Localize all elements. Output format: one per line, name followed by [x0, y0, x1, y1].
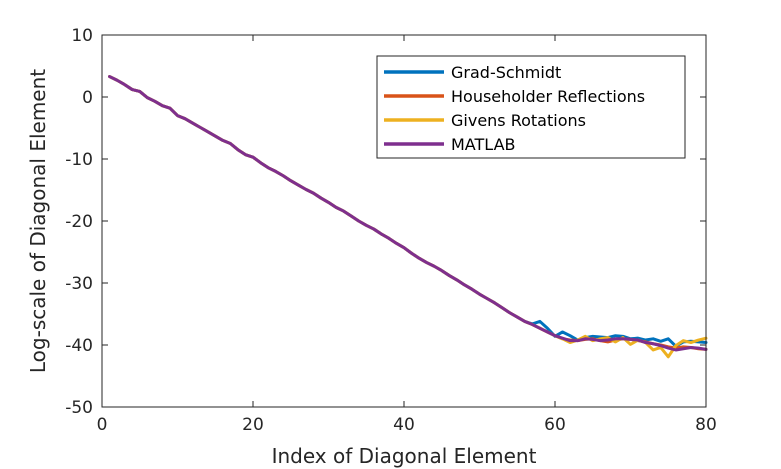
x-tick-label: 20 [242, 415, 264, 435]
x-tick-label: 80 [695, 415, 717, 435]
y-tick-label: 0 [82, 88, 93, 108]
y-tick-label: -50 [65, 398, 93, 418]
legend-label: Givens Rotations [451, 111, 586, 130]
legend: Grad-Schmidt Householder Reflections Given… [376, 55, 686, 159]
y-tick-label: -20 [65, 212, 93, 232]
x-axis-label: Index of Diagonal Element [272, 444, 537, 468]
legend-label: Grad-Schmidt [451, 63, 561, 82]
y-tick-label: -40 [65, 336, 93, 356]
legend-label: Householder Reflections [451, 87, 645, 106]
x-tick-label: 60 [544, 415, 566, 435]
y-tick-label: -10 [65, 150, 93, 170]
y-tick-label: 10 [71, 26, 93, 46]
legend-label: MATLAB [451, 135, 515, 154]
y-axis-label: Log-scale of Diagonal Element [26, 69, 50, 373]
x-tick-label: 0 [97, 415, 108, 435]
x-tick-label: 40 [393, 415, 415, 435]
y-tick-label: -30 [65, 274, 93, 294]
series-layer [108, 75, 708, 359]
series-line-matlab [108, 75, 708, 352]
